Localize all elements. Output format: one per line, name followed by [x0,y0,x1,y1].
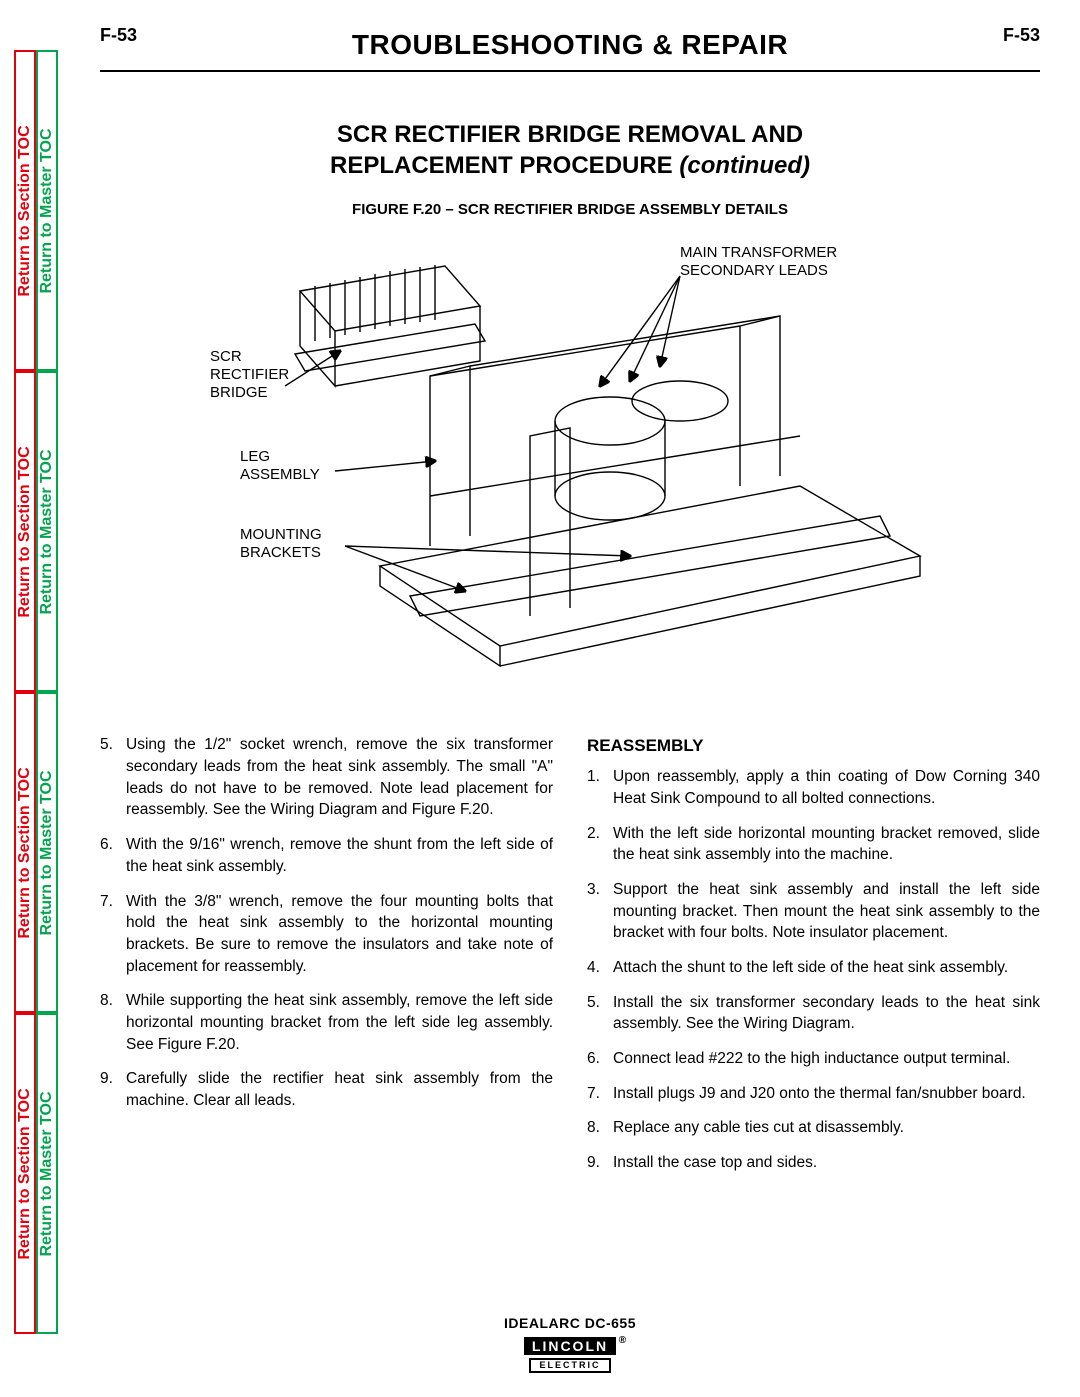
procedure-step: 5.Install the six transformer secondary … [587,992,1040,1035]
return-section-toc-4[interactable]: Return to Section TOC [14,1013,36,1334]
lincoln-electric-logo: LINCOLN ELECTRIC [524,1337,616,1373]
procedure-title: SCR RECTIFIER BRIDGE REMOVAL AND REPLACE… [100,119,1040,181]
procedure-step: 5.Using the 1/2" socket wrench, remove t… [100,734,553,821]
procedure-step: 2.With the left side horizontal mounting… [587,823,1040,866]
return-master-toc-3[interactable]: Return to Master TOC [36,692,58,1013]
page-number-right: F-53 [1003,25,1040,46]
side-tabs: Return to Section TOC Return to Section … [14,50,58,1334]
figure-f20: MAIN TRANSFORMERSECONDARY LEADS SCRRECTI… [180,236,960,706]
reassembly-heading: REASSEMBLY [587,734,1040,758]
page-number-left: F-53 [100,25,137,46]
figure-caption: FIGURE F.20 – SCR RECTIFIER BRIDGE ASSEM… [100,201,1040,218]
procedure-step: 6.With the 9/16" wrench, remove the shun… [100,834,553,877]
figure-svg [180,236,960,706]
return-master-toc-1[interactable]: Return to Master TOC [36,50,58,371]
return-master-toc-2[interactable]: Return to Master TOC [36,371,58,692]
return-master-toc-4[interactable]: Return to Master TOC [36,1013,58,1334]
procedure-columns: 5.Using the 1/2" socket wrench, remove t… [100,734,1040,1186]
procedure-step: 8.Replace any cable ties cut at disassem… [587,1117,1040,1139]
page-footer: IDEALARC DC-655 LINCOLN ELECTRIC [100,1315,1040,1373]
procedure-step: 8.While supporting the heat sink assembl… [100,990,553,1055]
procedure-step: 7.With the 3/8" wrench, remove the four … [100,891,553,978]
return-section-toc-1[interactable]: Return to Section TOC [14,50,36,371]
procedure-step: 9.Carefully slide the rectifier heat sin… [100,1068,553,1111]
model-number: IDEALARC DC-655 [100,1315,1040,1331]
return-section-toc-3[interactable]: Return to Section TOC [14,692,36,1013]
left-column: 5.Using the 1/2" socket wrench, remove t… [100,734,553,1186]
section-title: TROUBLESHOOTING & REPAIR [352,29,788,61]
procedure-step: 9.Install the case top and sides. [587,1152,1040,1174]
return-section-toc-2[interactable]: Return to Section TOC [14,371,36,692]
procedure-step: 4.Attach the shunt to the left side of t… [587,957,1040,979]
procedure-step: 7.Install plugs J9 and J20 onto the ther… [587,1083,1040,1105]
header-rule [100,70,1040,72]
page-header: F-53 F-53 TROUBLESHOOTING & REPAIR [100,25,1040,75]
procedure-step: 3.Support the heat sink assembly and ins… [587,879,1040,944]
procedure-step: 6.Connect lead #222 to the high inductan… [587,1048,1040,1070]
procedure-step: 1.Upon reassembly, apply a thin coating … [587,766,1040,809]
right-column: REASSEMBLY 1.Upon reassembly, apply a th… [587,734,1040,1186]
